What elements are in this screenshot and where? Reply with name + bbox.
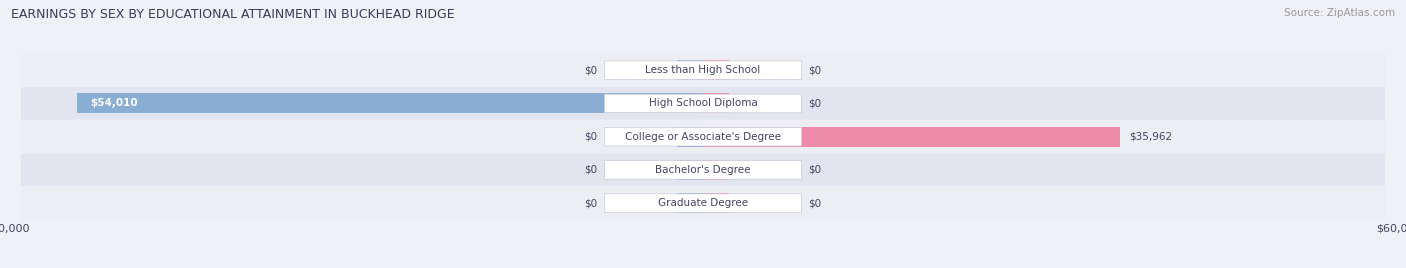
Text: $0: $0 <box>808 98 821 109</box>
FancyBboxPatch shape <box>21 120 1385 153</box>
FancyBboxPatch shape <box>605 94 801 113</box>
Bar <box>678 127 703 147</box>
FancyBboxPatch shape <box>21 54 1385 87</box>
Text: $0: $0 <box>808 165 821 175</box>
Text: $0: $0 <box>585 65 598 75</box>
FancyBboxPatch shape <box>21 187 1385 219</box>
Bar <box>678 160 703 180</box>
Bar <box>703 127 1121 147</box>
Bar <box>678 60 703 80</box>
Bar <box>76 94 703 113</box>
Bar <box>703 94 728 113</box>
FancyBboxPatch shape <box>21 154 1385 186</box>
Text: $0: $0 <box>585 132 598 142</box>
Text: Graduate Degree: Graduate Degree <box>658 198 748 208</box>
Text: High School Diploma: High School Diploma <box>648 98 758 109</box>
FancyBboxPatch shape <box>21 87 1385 120</box>
FancyBboxPatch shape <box>605 61 801 80</box>
Text: EARNINGS BY SEX BY EDUCATIONAL ATTAINMENT IN BUCKHEAD RIDGE: EARNINGS BY SEX BY EDUCATIONAL ATTAINMEN… <box>11 8 456 21</box>
Text: $0: $0 <box>585 165 598 175</box>
Text: $54,010: $54,010 <box>90 98 138 109</box>
FancyBboxPatch shape <box>605 161 801 179</box>
Text: $0: $0 <box>808 65 821 75</box>
FancyBboxPatch shape <box>605 194 801 213</box>
Text: College or Associate's Degree: College or Associate's Degree <box>626 132 780 142</box>
Text: $0: $0 <box>585 198 598 208</box>
Bar <box>703 160 728 180</box>
Text: $35,962: $35,962 <box>1129 132 1173 142</box>
Bar <box>703 193 728 213</box>
Text: Less than High School: Less than High School <box>645 65 761 75</box>
Text: Source: ZipAtlas.com: Source: ZipAtlas.com <box>1284 8 1395 18</box>
Bar <box>703 60 728 80</box>
Text: $0: $0 <box>808 198 821 208</box>
Bar <box>678 193 703 213</box>
Text: Bachelor's Degree: Bachelor's Degree <box>655 165 751 175</box>
FancyBboxPatch shape <box>605 127 801 146</box>
